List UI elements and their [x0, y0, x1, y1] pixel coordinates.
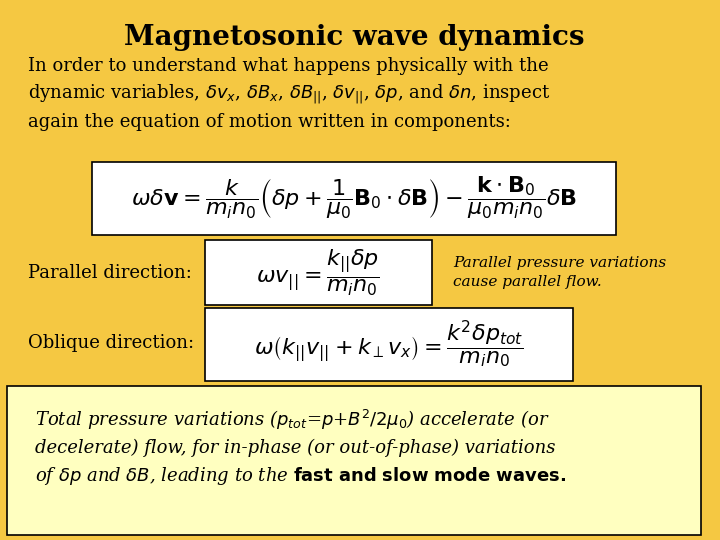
FancyBboxPatch shape [92, 162, 616, 235]
Text: $\omega v_{||} = \dfrac{k_{||}\delta p}{m_i n_0}$: $\omega v_{||} = \dfrac{k_{||}\delta p}{… [256, 247, 380, 298]
Text: $\omega\left(k_{||}v_{||} + k_{\perp}v_x\right) = \dfrac{k^2\delta p_{tot}}{m_i : $\omega\left(k_{||}v_{||} + k_{\perp}v_x… [254, 318, 524, 370]
Text: $\omega\delta\mathbf{v} = \dfrac{k}{m_i n_0}\left(\delta p + \dfrac{1}{\mu_0}\ma: $\omega\delta\mathbf{v} = \dfrac{k}{m_i … [131, 175, 577, 221]
Text: Parallel direction:: Parallel direction: [28, 264, 192, 282]
Text: Total pressure variations ($p_{tot}$=$p$+$B^2/2\mu_0$) accelerate (or
decelerate: Total pressure variations ($p_{tot}$=$p$… [35, 408, 567, 487]
Text: In order to understand what happens physically with the
dynamic variables, $\del: In order to understand what happens phys… [28, 57, 551, 131]
Text: Magnetosonic wave dynamics: Magnetosonic wave dynamics [124, 24, 584, 51]
Text: Oblique direction:: Oblique direction: [28, 334, 194, 352]
FancyBboxPatch shape [205, 308, 573, 381]
FancyBboxPatch shape [205, 240, 432, 305]
FancyBboxPatch shape [7, 386, 701, 535]
Text: Parallel pressure variations
cause parallel flow.: Parallel pressure variations cause paral… [453, 256, 666, 289]
